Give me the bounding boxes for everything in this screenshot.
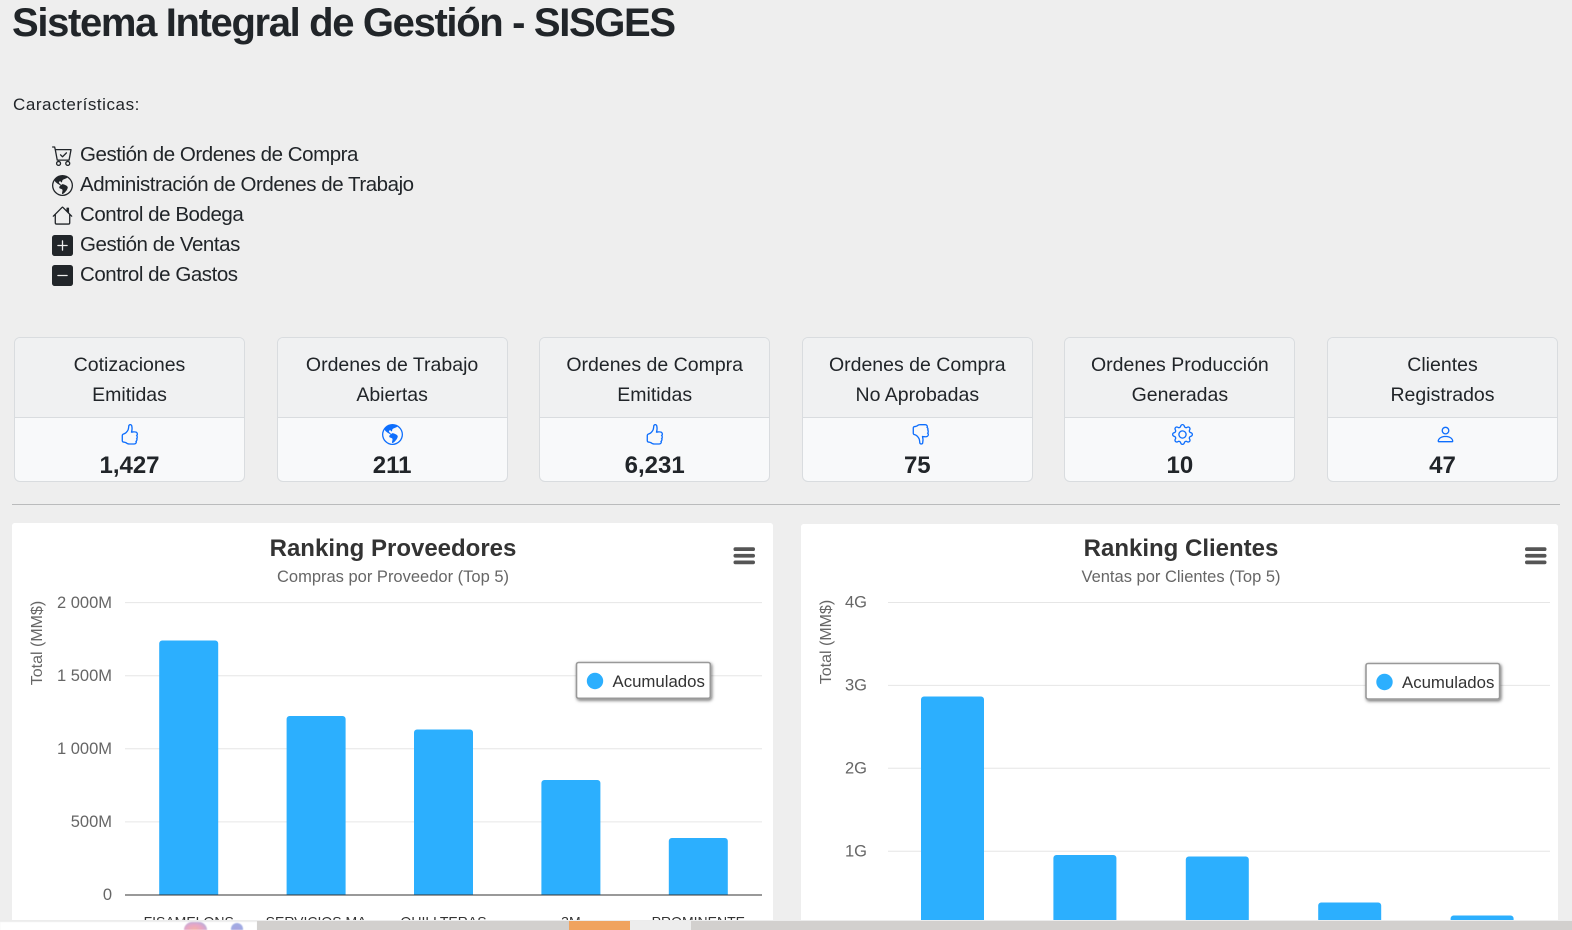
svg-text:1G: 1G	[845, 842, 867, 860]
svg-text:1 000M: 1 000M	[57, 740, 112, 758]
svg-text:3G: 3G	[845, 677, 867, 695]
svg-text:4G: 4G	[845, 594, 867, 612]
svg-text:Ventas por Clientes (Top 5): Ventas por Clientes (Top 5)	[1081, 568, 1280, 586]
svg-text:Ranking Proveedores: Ranking Proveedores	[270, 535, 517, 562]
svg-text:Compras por Proveedor (Top 5): Compras por Proveedor (Top 5)	[277, 568, 509, 586]
svg-text:2G: 2G	[845, 760, 867, 778]
svg-text:Total (MM$): Total (MM$)	[818, 600, 835, 684]
svg-text:Acumulados: Acumulados	[1402, 673, 1494, 692]
svg-text:2 000M: 2 000M	[57, 594, 112, 612]
svg-text:0: 0	[103, 886, 112, 904]
svg-text:Total (MM$): Total (MM$)	[29, 601, 46, 685]
svg-text:500M: 500M	[71, 813, 112, 831]
svg-text:1 500M: 1 500M	[57, 667, 112, 685]
svg-text:Acumulados: Acumulados	[613, 672, 705, 691]
svg-text:Ranking Clientes: Ranking Clientes	[1084, 535, 1279, 562]
